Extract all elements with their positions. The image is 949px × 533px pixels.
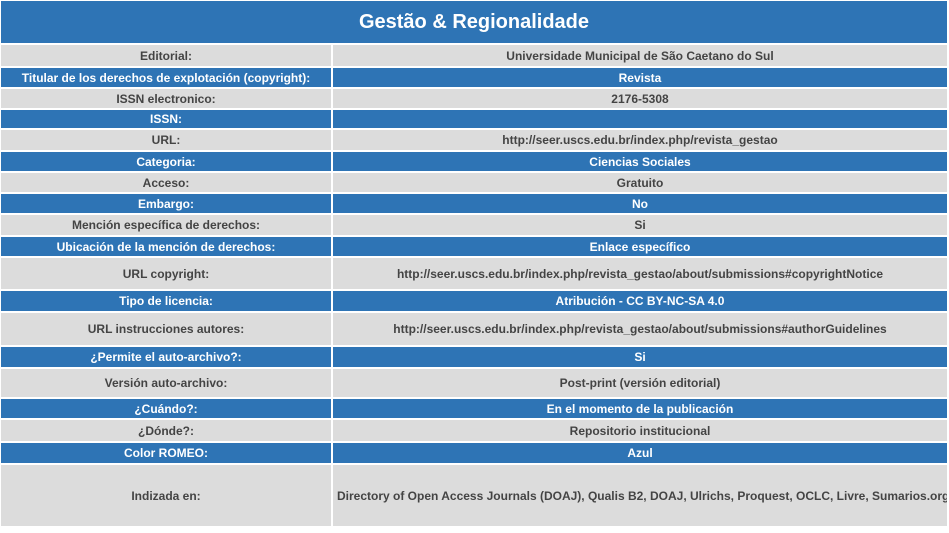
table-row: URL copyright: http://seer.uscs.edu.br/in… [1,257,947,291]
row-label: URL instrucciones autores: [1,312,333,347]
row-value: Gratuito [332,172,947,194]
row-label: URL: [1,129,333,152]
table-row: Tipo de licencia: Atribución - CC BY-NC-S… [1,290,947,313]
row-value: http://seer.uscs.edu.br/index.php/revist… [332,312,947,347]
table-row: Color ROMEO: Azul [1,442,947,465]
table-row: URL: http://seer.uscs.edu.br/index.php/re… [1,129,947,152]
journal-title: Gestão & Regionalidade [1,1,947,45]
row-label: Tipo de licencia: [1,290,333,313]
row-value: En el momento de la publicación [332,398,947,420]
journal-info-table: Editorial: Universidade Municipal de São … [1,45,947,528]
table-row: Versión auto-archivo: Post-print (versión… [1,368,947,399]
row-label: ¿Dónde?: [1,419,333,443]
row-value: Azul [332,442,947,465]
row-value: Post-print (versión editorial) [332,368,947,399]
row-value: Si [332,346,947,369]
table-row: Titular de los derechos de explotación (… [1,67,947,89]
row-value: Enlace específico [332,236,947,258]
row-value: Universidade Municipal de São Caetano do… [332,45,947,68]
table-row: Editorial: Universidade Municipal de São … [1,45,947,68]
row-label: Mención específica de derechos: [1,214,333,237]
table-row: ISSN: [1,109,947,130]
row-label: Editorial: [1,45,333,68]
row-value: http://seer.uscs.edu.br/index.php/revist… [332,257,947,291]
row-value: Repositorio institucional [332,419,947,443]
row-value: Atribución - CC BY-NC-SA 4.0 [332,290,947,313]
table-row: Categoria: Ciencias Sociales [1,151,947,173]
table-row: ¿Cuándo?: En el momento de la publicación [1,398,947,420]
row-label: Embargo: [1,193,333,215]
row-label: ¿Cuándo?: [1,398,333,420]
table-row: Acceso: Gratuito [1,172,947,194]
row-label: ¿Permite el auto-archivo?: [1,346,333,369]
table-row: Ubicación de la mención de derechos: Enla… [1,236,947,258]
table-row: Embargo: No [1,193,947,215]
row-value: http://seer.uscs.edu.br/index.php/revist… [332,129,947,152]
row-value: No [332,193,947,215]
table-row: Indizada en: Directory of Open Access Jou… [1,464,947,528]
table-row: ¿Permite el auto-archivo?: Si [1,346,947,369]
row-value: Si [332,214,947,237]
row-label: ISSN electronico: [1,88,333,110]
row-label: URL copyright: [1,257,333,291]
row-label: Titular de los derechos de explotación (… [1,67,333,89]
table-row: URL instrucciones autores: http://seer.us… [1,312,947,347]
row-value: 2176-5308 [332,88,947,110]
table-row: ISSN electronico: 2176-5308 [1,88,947,110]
row-label: Ubicación de la mención de derechos: [1,236,333,258]
row-label: Color ROMEO: [1,442,333,465]
row-value: Ciencias Sociales [332,151,947,173]
table-row: ¿Dónde?: Repositorio institucional [1,419,947,443]
row-value: Revista [332,67,947,89]
table-row: Mención específica de derechos: Si [1,214,947,237]
row-label: Indizada en: [1,464,333,528]
row-value: Directory of Open Access Journals (DOAJ)… [332,464,947,528]
row-label: Acceso: [1,172,333,194]
row-value [332,109,947,130]
row-label: Versión auto-archivo: [1,368,333,399]
row-label: ISSN: [1,109,333,130]
row-label: Categoria: [1,151,333,173]
